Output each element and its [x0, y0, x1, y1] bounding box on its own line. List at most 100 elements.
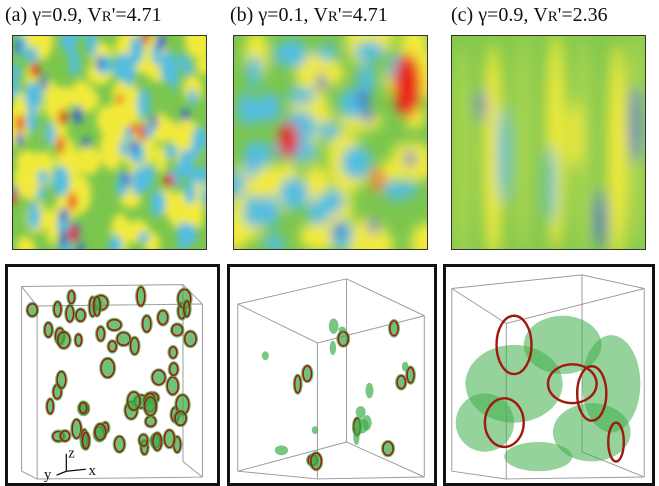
- vortex-ring: [129, 336, 140, 356]
- field-blob-cyan: [250, 140, 271, 170]
- field-blob-cyan: [60, 36, 78, 55]
- field-blob-yellow: [33, 151, 55, 176]
- field-blob-yellow: [410, 222, 427, 249]
- vortex-patch: [274, 445, 289, 456]
- vortex-ring: [53, 301, 62, 318]
- field-blob-yellow: [17, 181, 42, 200]
- field-blob-cyan: [190, 169, 205, 183]
- field-blob-cyan: [258, 195, 280, 228]
- field-blob-cyan: [150, 189, 166, 217]
- field-blob-cyan: [177, 221, 187, 249]
- vortex-ring: [116, 331, 131, 347]
- field-blob-blue: [181, 108, 190, 121]
- field-blob-cyan: [44, 121, 56, 146]
- axis-label-z: z: [68, 446, 75, 462]
- field-streak: [573, 37, 594, 249]
- field-blob-orange: [369, 167, 386, 192]
- vortex-ring: [56, 331, 71, 349]
- field-blob-blue: [95, 57, 104, 69]
- field-blob-yellow: [16, 150, 39, 171]
- vortex-ring: [163, 429, 176, 449]
- vortex-ring: [81, 431, 91, 450]
- vortex-patch: [362, 415, 372, 431]
- field-blob-cyan: [13, 63, 21, 81]
- vortex-ring: [168, 362, 179, 377]
- vortex-ring: [65, 304, 75, 323]
- field-blob-red: [30, 62, 40, 78]
- vortex-ring: [100, 357, 116, 379]
- vortex-ring: [67, 290, 76, 305]
- field-blob-blue: [151, 113, 158, 130]
- field-blob-cyan: [264, 233, 285, 249]
- field-blob-cyan: [246, 54, 262, 89]
- vortex-ring: [483, 397, 525, 449]
- vortex-ring: [310, 452, 323, 471]
- vortex-ring: [406, 366, 415, 384]
- axis-label-y: y: [44, 467, 52, 483]
- field-blob-red: [116, 94, 123, 105]
- field-blob-cyan: [307, 198, 330, 226]
- field-blob-blue: [41, 74, 48, 92]
- vortex-ring: [75, 308, 86, 323]
- vortex-ring: [26, 302, 38, 317]
- vortex-ring: [56, 370, 67, 389]
- vortex-ring: [74, 333, 83, 347]
- field-blob-cyan: [119, 139, 129, 157]
- field-blob-cyan: [108, 234, 123, 249]
- vortex-ring: [396, 374, 407, 390]
- field-blob-cyan: [187, 88, 198, 107]
- field-blob-yellow: [346, 226, 394, 249]
- field-blob-blue: [14, 39, 21, 54]
- field-blob-blue: [15, 132, 24, 146]
- field-blob-blue: [155, 36, 166, 51]
- contour-map-b-svg: [234, 36, 427, 249]
- field-blob-red: [164, 173, 175, 188]
- field-blob-cyan: [341, 145, 372, 180]
- field-blob-cyan: [83, 36, 95, 45]
- field-blob-cyan: [317, 121, 340, 140]
- field-blob-cyan: [164, 144, 178, 159]
- field-blob-yellow: [196, 56, 206, 75]
- field-blob-cyan: [139, 163, 155, 190]
- field-blob-red: [57, 135, 65, 155]
- field-blob-cyan: [28, 52, 37, 65]
- vortex-ring: [71, 418, 82, 439]
- contour-map-b: [233, 35, 428, 250]
- field-blob-yellow: [75, 146, 102, 175]
- field-blob-cyan: [160, 51, 172, 84]
- vortex-ring: [106, 318, 122, 331]
- isosurface-c: [443, 264, 655, 486]
- field-blob-cyan: [279, 176, 309, 211]
- vortex-ring: [607, 421, 626, 463]
- vortex-ring: [43, 322, 53, 338]
- field-blob-yellow: [184, 36, 206, 59]
- vortex-ring: [78, 401, 88, 414]
- field-blob-red: [58, 109, 67, 126]
- vortex-ring: [546, 363, 598, 405]
- axis-triad: [56, 453, 86, 476]
- field-blob-cyan: [182, 61, 194, 76]
- panel-a-title: (a) γ=0.9, VR'=4.71: [5, 4, 162, 26]
- vortex-ring: [141, 315, 152, 333]
- field-blob-red: [130, 122, 137, 135]
- field-blob-cyan: [24, 81, 43, 111]
- field-blob-yellow: [234, 212, 246, 249]
- vortex-ring: [302, 365, 313, 382]
- isosurface-a-svg: z x y: [21, 284, 203, 483]
- vortex-patch: [353, 429, 360, 445]
- vortex-ring: [126, 391, 141, 411]
- vortex-patch: [365, 382, 374, 399]
- vortex-patch: [552, 403, 631, 462]
- vortex-ring: [107, 340, 118, 353]
- vortex-ring: [293, 374, 302, 394]
- vortex-patch: [338, 326, 346, 333]
- isosurface-a: z x y: [5, 264, 220, 486]
- field-blob-cyan: [69, 49, 80, 77]
- field-blob-yellow: [154, 145, 167, 173]
- vortex-ring: [152, 432, 163, 452]
- vortex-ring: [59, 430, 71, 442]
- field-blob-yellow: [70, 80, 93, 110]
- field-blob-cyan: [243, 194, 263, 229]
- vortex-ring: [92, 295, 102, 317]
- field-blob-red: [142, 36, 150, 47]
